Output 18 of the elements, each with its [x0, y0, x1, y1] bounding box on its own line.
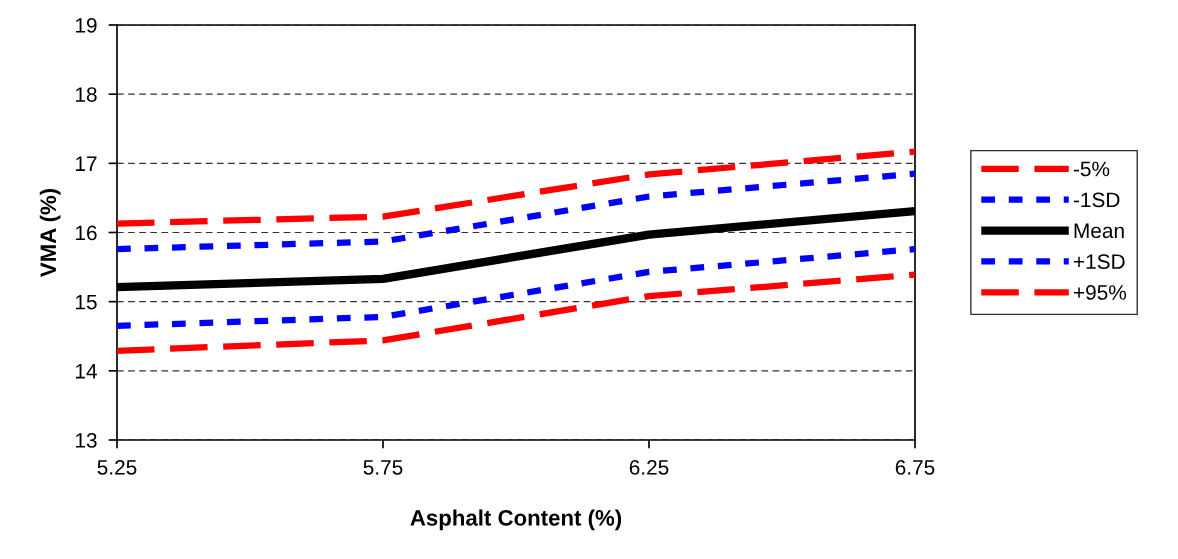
y-tick-label: 18 [75, 87, 97, 102]
y-tick-label: 15 [75, 294, 97, 310]
x-tick-label: 6.75 [895, 459, 935, 475]
y-axis-title: VMA (%) [39, 188, 61, 277]
legend-label: -1SD [1073, 192, 1120, 208]
x-tick-label: 6.25 [629, 459, 669, 475]
x-tick-label: 5.25 [97, 459, 137, 475]
x-axis-title: Asphalt Content (%) [410, 509, 622, 531]
legend-label: Mean [1074, 223, 1124, 239]
legend-label: +1SD [1073, 254, 1125, 269]
y-tick-label: 19 [75, 18, 97, 33]
x-tick-label: 5.75 [363, 460, 403, 475]
y-tick-label: 13 [75, 433, 97, 448]
y-tick-label: 17 [75, 156, 97, 171]
y-tick-label: 16 [75, 225, 97, 241]
legend-label: -5% [1073, 161, 1110, 177]
y-tick-label: 14 [75, 364, 97, 379]
legend-label: +95% [1073, 285, 1127, 300]
